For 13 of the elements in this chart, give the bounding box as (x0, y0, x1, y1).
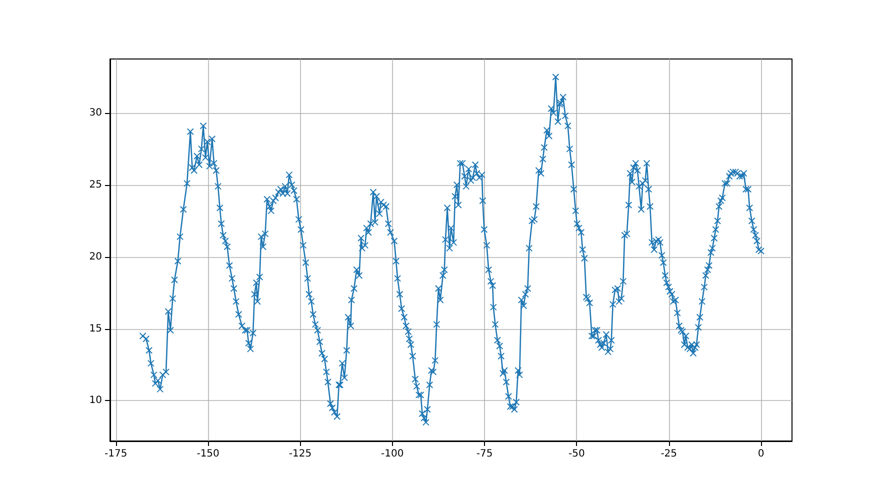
y-tick-label: 25 (89, 179, 102, 190)
x-tick-label: -100 (381, 448, 404, 460)
x-tick-label: -150 (196, 448, 220, 460)
x-tick-label: -25 (660, 448, 678, 460)
y-tick-label: 30 (89, 107, 102, 118)
y-tick-label: 15 (89, 323, 102, 334)
x-tick-label: -50 (568, 448, 585, 460)
y-tick-label: 20 (89, 251, 102, 262)
x-tick-label: 0 (758, 448, 764, 460)
x-tick-label: -175 (104, 448, 128, 460)
x-tick-label: -125 (288, 448, 312, 460)
x-tick-label: -75 (476, 448, 493, 460)
y-tick-label: 10 (89, 395, 102, 406)
